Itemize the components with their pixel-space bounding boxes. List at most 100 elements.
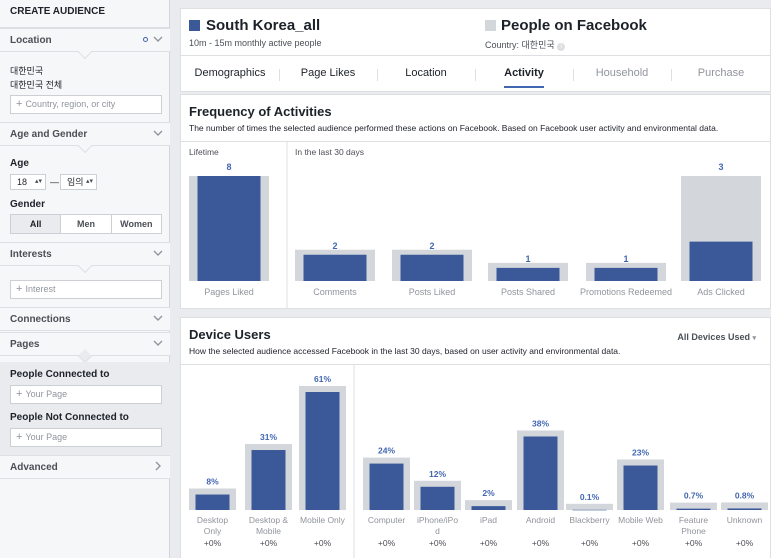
compare-title: People on Facebook [501,17,647,34]
delta-label-unknown: +0% [736,538,754,548]
location-status-icon [143,37,148,42]
section-connections-label: Connections [10,314,71,325]
chevron-right-icon[interactable] [152,460,164,472]
chevron-down-icon[interactable] [152,247,164,259]
section-location[interactable]: Location [0,28,170,60]
location-placeholder: Country, region, or city [25,99,116,109]
bar-desktop-only [195,494,230,510]
category-label-desktop-only: Desktop [197,515,228,525]
category-label-android: Android [526,515,556,525]
location-scope: 대한민국 전체 [10,80,63,90]
plus-icon: + [16,98,23,110]
interest-input[interactable]: + Interest [10,280,162,299]
compare-country: Country: 대한민국 i [485,38,566,51]
tab-location[interactable]: Location [405,67,447,79]
frequency-title: Frequency of Activities [189,104,332,119]
audience-color-swatch [189,20,200,31]
category-label-iphone-ipod: iPhone/iPo [417,515,458,525]
tab-demographics[interactable]: Demographics [194,67,266,79]
age-from-stepper[interactable]: 18 ▴▾ [10,174,46,190]
category-label-pages-liked: Pages Liked [204,287,254,297]
compare-bar-feature-phone [670,502,717,510]
bar-unknown [727,508,762,510]
bar-pages-liked [197,176,261,281]
gender-women-button[interactable]: Women [120,219,153,229]
value-label-ipad: 2% [482,488,495,498]
tab-household[interactable]: Household [595,67,649,79]
plus-icon: + [16,388,23,400]
people-connected-label: People Connected to [10,369,110,380]
tab-activity[interactable]: Activity [475,56,573,92]
category-label-ipad: iPad [480,515,497,525]
value-label-posts-liked: 2 [429,241,434,251]
frequency-chart: Lifetime In the last 30 days 8 Pages Liked 2… [189,142,761,308]
section-age-gender[interactable]: Age and Gender [0,122,170,154]
category-label-posts-shared: Posts Shared [501,287,555,297]
sidebar: CREATE AUDIENCE Location 대한민국 대한민국 전체 + C… [0,0,170,558]
delta-label-mobile-only: +0% [314,538,332,548]
plus-icon: + [16,431,23,443]
category-label-desktop-only: Only [204,526,222,536]
not-connected-page-placeholder: Your Page [25,432,68,442]
category-label-feature-phone: Feature [679,515,709,525]
devices-dropdown-label: All Devices Used [677,332,750,342]
interest-placeholder: Interest [25,284,56,294]
not-connected-page-input[interactable]: + Your Page [10,428,162,447]
info-icon[interactable]: i [557,43,566,51]
connected-page-input[interactable]: + Your Page [10,385,162,404]
value-label-ads-clicked: 3 [718,162,723,172]
tab-purchase[interactable]: Purchase [697,67,745,79]
age-dash: — [50,177,59,187]
chevron-down-icon[interactable] [152,312,164,324]
section-advanced[interactable]: Advanced [0,455,170,479]
connected-page-placeholder: Your Page [25,389,68,399]
chevron-down-icon[interactable] [152,337,164,349]
category-label-computer: Computer [368,515,405,525]
category-label-desktop-mobile: Mobile [256,526,281,536]
section-location-label: Location [10,35,52,46]
delta-label-feature-phone: +0% [685,538,703,548]
group-label-30-days: In the last 30 days [295,147,364,157]
value-label-iphone-ipod: 12% [429,469,446,479]
section-interests-label: Interests [10,249,52,260]
devices-dropdown[interactable]: All Devices Used ▾ [677,332,756,342]
category-label-promotions-redeemed: Promotions Redeemed [580,287,672,297]
chevron-down-icon[interactable] [152,127,164,139]
people-not-connected-label: People Not Connected to [10,412,129,423]
chevron-down-icon[interactable] [152,33,164,45]
frequency-panel: Frequency of Activities The number of ti… [180,94,771,309]
tab-bar: Demographics Page Likes Location Activit… [181,55,771,92]
stepper-arrows-icon: ▴▾ [34,178,42,185]
section-pages[interactable]: Pages [0,332,170,364]
section-interests[interactable]: Interests [0,242,170,274]
section-notch [77,44,93,60]
section-notch [77,138,93,154]
category-label-comments: Comments [313,287,357,297]
bar-feature-phone [676,508,711,510]
gender-all-button[interactable]: All [11,215,62,233]
gender-men-button[interactable]: Men [61,215,112,233]
device-panel: Device Users How the selected audience a… [180,317,771,558]
section-connections[interactable]: Connections [0,307,170,331]
tab-page-likes[interactable]: Page Likes [300,67,356,79]
compare-bar-blackberry [566,503,613,510]
category-label-mobile-only: Mobile Only [300,515,346,525]
value-label-comments: 2 [332,241,337,251]
location-input[interactable]: + Country, region, or city [10,95,162,114]
value-label-mobile-web: 23% [632,448,649,458]
age-from-value: 18 [17,177,28,187]
audience-header: South Korea_all 10m - 15m monthly active… [180,8,771,92]
delta-label-blackberry: +0% [581,538,599,548]
bar-blackberry [572,509,607,511]
bar-ads-clicked [689,241,753,281]
value-label-posts-shared: 1 [525,254,530,264]
frequency-header: Frequency of Activities The number of ti… [181,95,770,142]
frequency-desc: The number of times the selected audienc… [189,123,719,133]
stepper-arrows-icon: ▴▾ [85,178,93,185]
age-to-stepper[interactable]: 임의 ▴▾ [60,174,97,190]
age-to-value: 임의 [67,177,84,187]
device-header: Device Users How the selected audience a… [181,318,770,365]
category-label-blackberry: Blackberry [569,515,610,525]
value-label-desktop-only: 8% [206,477,219,487]
value-label-mobile-only: 61% [314,374,331,384]
